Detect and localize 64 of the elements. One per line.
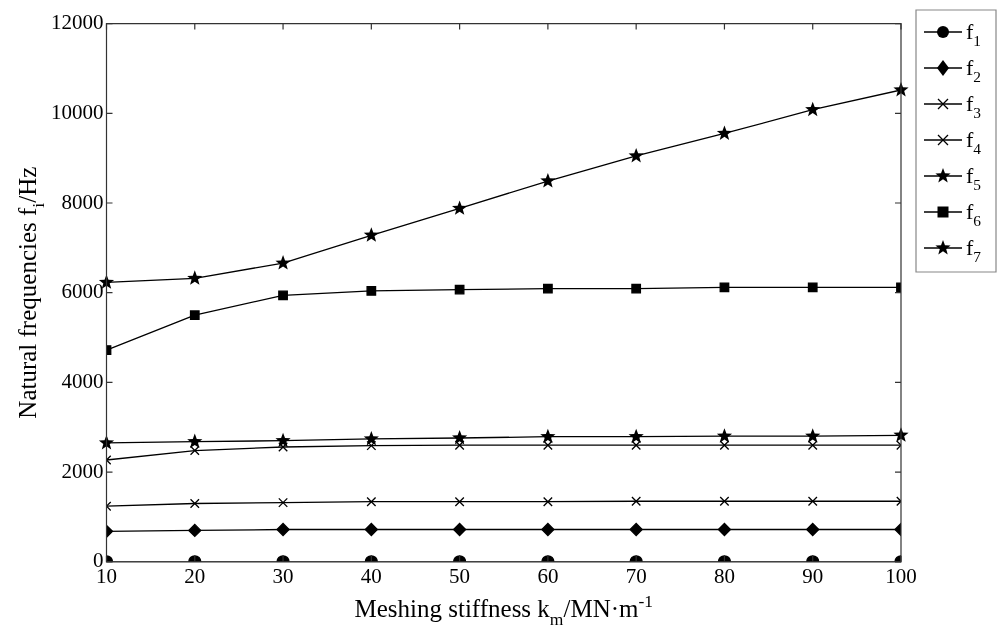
point: [806, 522, 820, 537]
x-tick-label: 80: [713, 563, 735, 588]
point: [540, 173, 556, 188]
point: [366, 286, 377, 296]
point: [452, 200, 468, 215]
point: [629, 522, 643, 537]
y-tick-label: 10000: [51, 99, 104, 124]
point: [187, 270, 203, 285]
point: [543, 283, 553, 294]
x-tick-label: 90: [802, 563, 824, 588]
x-tick-label: 30: [272, 563, 294, 588]
point: [189, 498, 200, 509]
point: [276, 522, 290, 537]
point: [717, 522, 732, 537]
point: [541, 522, 555, 537]
point: [454, 284, 465, 295]
point: [187, 433, 203, 449]
point: [543, 440, 553, 451]
point: [805, 428, 821, 443]
point: [807, 440, 818, 451]
point: [275, 432, 291, 448]
point: [631, 496, 642, 507]
point: [719, 282, 730, 293]
point: [366, 496, 377, 507]
point: [278, 290, 288, 301]
x-tick-label: 20: [184, 563, 206, 588]
point: [543, 496, 553, 507]
point: [363, 430, 379, 446]
x-tick-label: 100: [885, 563, 917, 588]
x-tick-label: 50: [449, 563, 471, 588]
point: [454, 496, 465, 507]
y-tick-label: 8000: [61, 189, 104, 214]
point: [275, 255, 291, 270]
point: [540, 428, 556, 444]
point: [366, 440, 377, 451]
point: [364, 522, 378, 537]
point: [363, 227, 379, 242]
point: [189, 310, 200, 321]
point: [452, 522, 467, 537]
y-tick-label: 12000: [51, 10, 104, 35]
point: [628, 147, 644, 163]
point: [189, 445, 200, 456]
x-tick-label: 40: [360, 563, 382, 588]
y-tick-label: 6000: [61, 279, 104, 304]
point: [452, 430, 468, 445]
point: [805, 101, 821, 117]
point: [716, 125, 733, 140]
point: [631, 283, 642, 294]
y-tick-label: 2000: [61, 458, 104, 483]
point: [278, 497, 288, 508]
point: [716, 428, 733, 443]
point: [807, 496, 818, 507]
point: [188, 523, 202, 538]
point: [631, 440, 642, 451]
point: [807, 282, 818, 293]
y-axis-title: Natural frequencies fi/Hz: [14, 166, 48, 419]
x-tick-label: 70: [625, 563, 647, 588]
point: [628, 428, 644, 444]
point: [454, 440, 465, 451]
point: [719, 496, 730, 507]
x-tick-label: 60: [537, 563, 559, 588]
y-tick-label: 4000: [61, 368, 104, 393]
point: [719, 440, 730, 451]
point: [278, 442, 288, 452]
